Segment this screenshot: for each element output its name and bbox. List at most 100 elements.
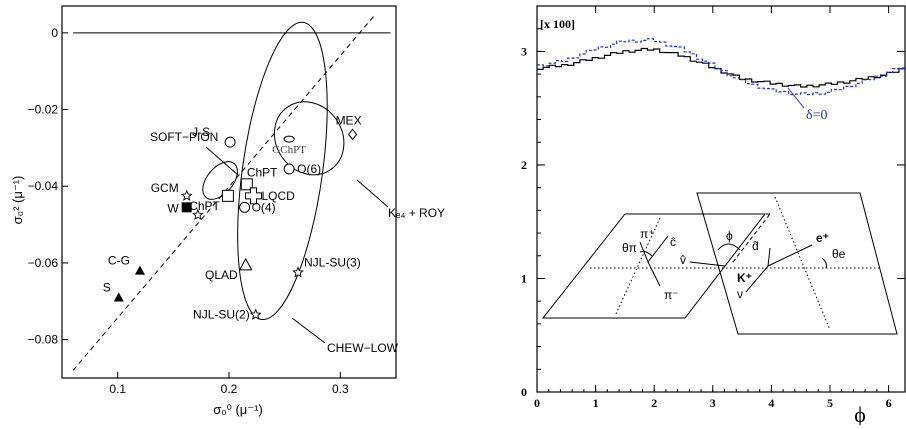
point-label: S [103, 280, 111, 294]
point-o-6--marker [283, 163, 295, 175]
left-x-tick-label: 0.2 [221, 382, 238, 396]
label-nu: ν [737, 287, 743, 301]
point-label: QLAD [205, 268, 238, 282]
left-x-tick-label: 0.1 [109, 382, 126, 396]
point-chpt-marker [240, 178, 253, 191]
left-y-axis-label: σ₀² (μ⁻¹) [10, 176, 25, 225]
right-y-tick-label: 1 [521, 271, 527, 285]
label-d-hat: d̂ [752, 239, 759, 253]
right-y-tick-label: 0 [521, 385, 527, 399]
left-points [113, 128, 358, 320]
point-label: NJL-SU(2) [193, 308, 250, 322]
c-hat-arrow [647, 235, 669, 263]
point-o-4--marker [239, 201, 251, 213]
label-v-hat: v̂ [680, 253, 686, 267]
right-corner-label: [x 100] [540, 17, 575, 31]
point-gchpt-marker [283, 135, 295, 143]
kinematics-diagram [541, 192, 898, 335]
label-phi: ϕ [726, 229, 733, 243]
ke4-roy-pointer [356, 179, 389, 208]
point-unlabeled-marker [191, 208, 204, 221]
left-annotation-chew-low: CHEW−LOW [327, 341, 399, 355]
point-label: O(4) [252, 200, 276, 214]
left-y-tick-label: −0.08 [28, 333, 59, 347]
point-chpt-marker [221, 189, 234, 202]
theta-pi-arc [639, 251, 653, 257]
right-series-label-delta0: δ=0 [806, 108, 828, 123]
point-label: W [167, 201, 179, 215]
right-chart: [x 100] 0 1 2 3 4 5 6 0 1 2 3 ϕ δ=0 θπ [521, 5, 906, 427]
right-x-tick-label: 0 [534, 396, 540, 410]
right-series [537, 38, 905, 96]
label-e-plus: e⁺ [816, 231, 829, 245]
point-mex-marker [347, 128, 358, 141]
right-ticks: 0 1 2 3 4 5 6 0 1 2 3 [521, 6, 905, 410]
label-c-hat: ĉ [670, 235, 676, 249]
right-x-tick-label: 4 [768, 396, 774, 410]
point-lqcd-marker [244, 187, 262, 205]
point-s-marker [113, 292, 124, 302]
point-njl-su-3--marker [292, 266, 304, 278]
left-annotation-soft-pion: SOFT−PION [150, 130, 218, 144]
label-k-plus: K⁺ [737, 271, 752, 285]
right-x-tick-label: 2 [651, 396, 657, 410]
point-qlad-marker [238, 257, 253, 271]
point-label: GCM [151, 181, 179, 195]
point-w-marker [181, 202, 192, 213]
left-y-tick-label: −0.04 [28, 179, 59, 193]
right-x-tick-label: 5 [827, 396, 833, 410]
e-plus-arrow [767, 244, 813, 267]
nu-arrow [745, 265, 769, 293]
dilepton-dotted [774, 196, 831, 331]
point-gcm-marker [180, 189, 193, 201]
phi-arc [717, 243, 741, 251]
v-hat-arrow [689, 261, 726, 267]
point-label: GChPT [272, 144, 306, 156]
point-j-s-marker [224, 136, 236, 148]
point-njl-su-2--marker [249, 308, 262, 320]
point-c-g-marker [134, 265, 145, 275]
point-label: O(6) [297, 162, 321, 176]
left-chart: 0.1 0.2 0.3 0 −0.02 −0.04 −0.06 −0.08 J-S MEX GCh… [10, 5, 445, 417]
theta-e-arc [821, 257, 827, 269]
dilepton-plane [696, 192, 898, 335]
left-annotation-ke4-roy: Kₑ₄ + ROY [388, 206, 445, 220]
point-label: ChPT [247, 165, 278, 179]
point-label: LQCD [261, 189, 295, 203]
ke4-roy-ellipse [273, 101, 345, 176]
point-label: NJL-SU(3) [304, 256, 361, 270]
right-y-tick-label: 3 [521, 44, 527, 58]
chew-low-ellipse [237, 21, 328, 321]
right-series-label-pointer [787, 87, 805, 109]
label-pi-plus: π⁺ [640, 227, 655, 241]
plane-edge-dashed [732, 213, 771, 263]
right-x-axis-label: ϕ [854, 402, 866, 425]
point-label: ChPT [189, 199, 220, 213]
label-theta-pi: θπ [622, 241, 637, 255]
left-ticks: 0.1 0.2 0.3 0 −0.02 −0.04 −0.06 −0.08 [28, 26, 349, 396]
point-label: J-S [192, 125, 210, 139]
right-y-tick-label: 2 [521, 158, 527, 172]
left-y-tick-label: 0 [51, 26, 58, 40]
left-lines [72, 13, 391, 371]
point-label: MEX [336, 113, 362, 127]
soft-pion-ellipse [202, 161, 238, 200]
right-x-tick-label: 1 [593, 396, 599, 410]
series-delta0-step-line [537, 38, 905, 96]
right-x-tick-label: 3 [710, 396, 716, 410]
left-y-tick-label: −0.02 [28, 103, 59, 117]
right-x-tick-label: 6 [886, 396, 892, 410]
soft-pion-pointer [205, 146, 239, 176]
left-x-axis-label: σ₀⁰ (μ⁻¹) [213, 402, 263, 417]
label-pi-minus: π⁻ [664, 288, 679, 302]
chew-low-pointer [291, 317, 326, 344]
series-full-step-line [537, 47, 905, 88]
left-point-labels: J-S MEX GChPT O(6) ChPT LQCD ChPT O(4) GCM W QLAD N… [103, 113, 362, 321]
pi-minus-arrow [647, 261, 661, 287]
d-hat-arrow [767, 247, 771, 267]
point-label: C-G [108, 254, 130, 268]
left-y-tick-label: −0.06 [28, 256, 59, 270]
label-theta-e: θe [832, 247, 846, 261]
right-plot-frame [536, 5, 906, 393]
